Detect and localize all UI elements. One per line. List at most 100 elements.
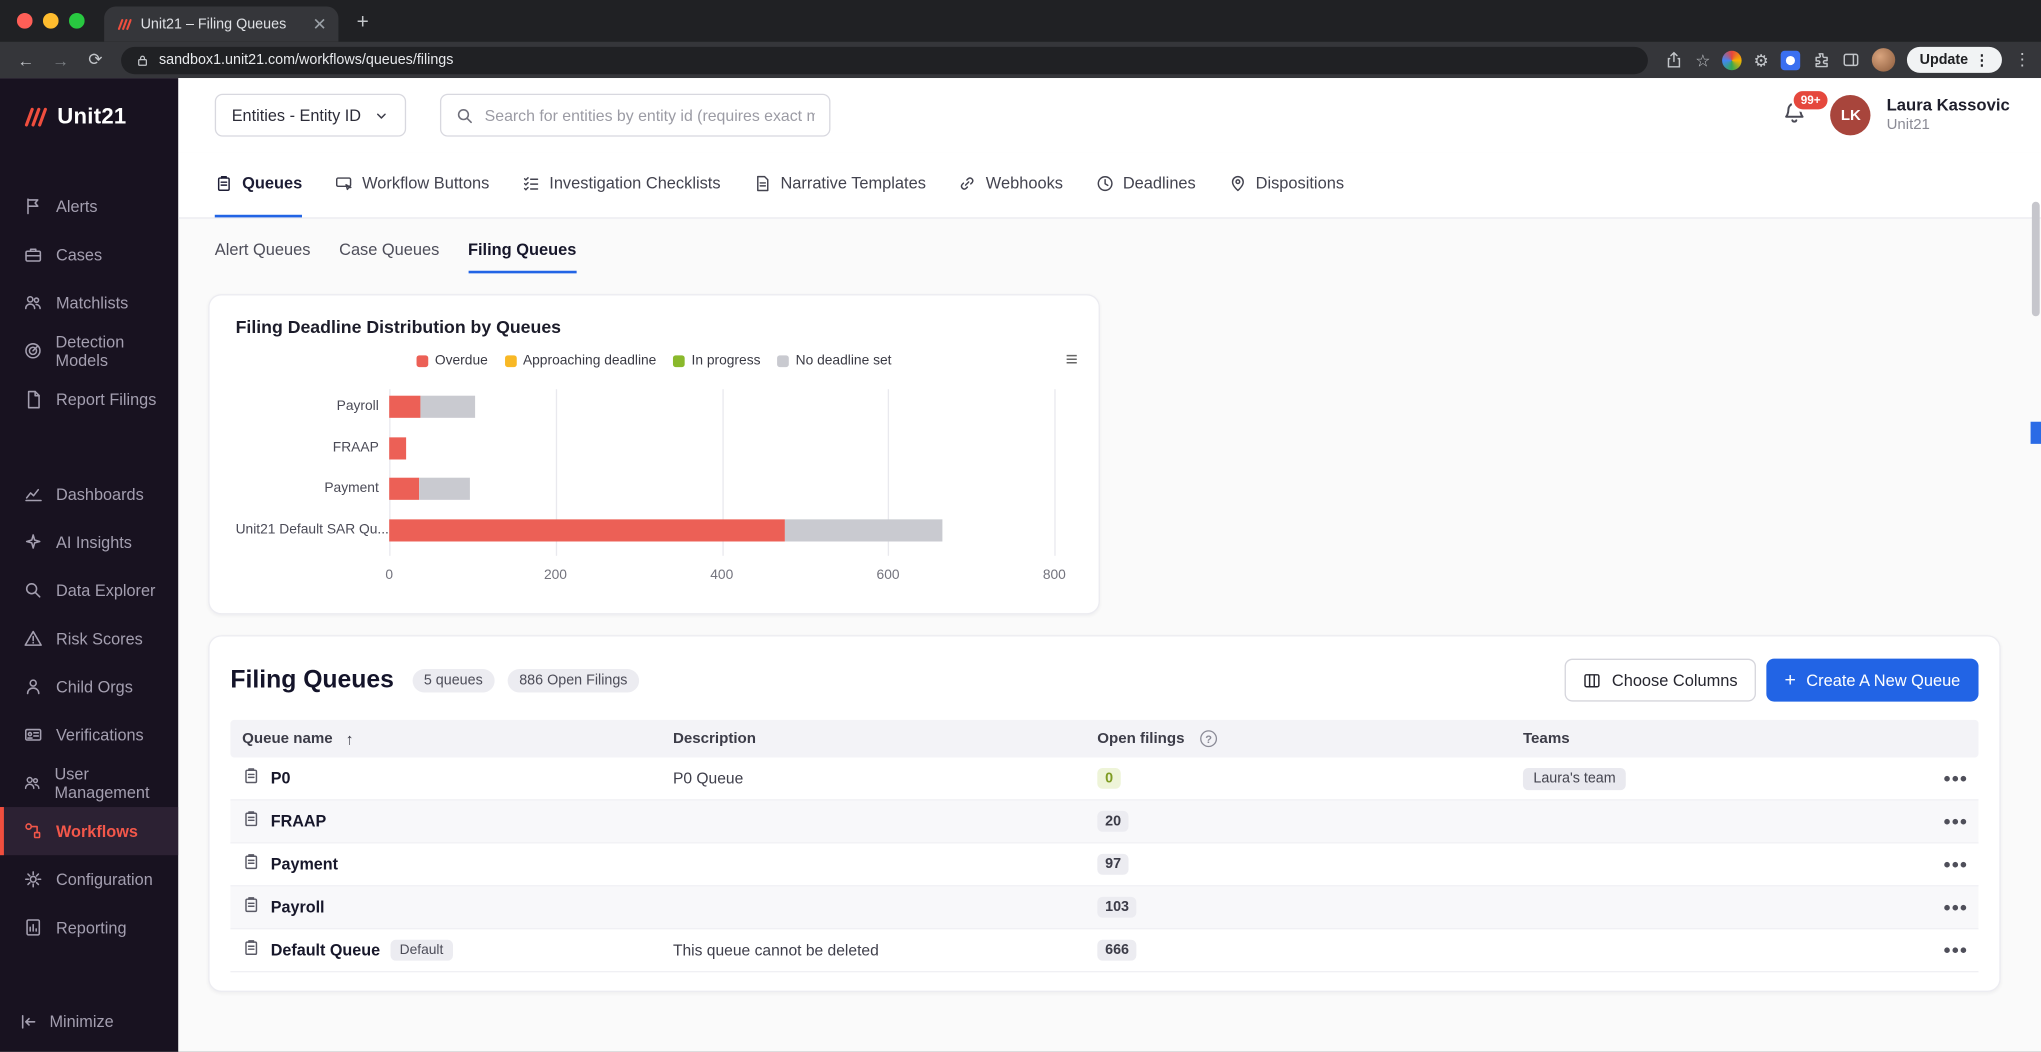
extension-gear-icon[interactable]: ⚙ [1753,50,1769,70]
share-icon[interactable] [1665,51,1683,69]
team-badge: Laura's team [1522,767,1627,790]
subtab-filing-queues[interactable]: Filing Queues [467,241,577,274]
sidebar-item-verifications[interactable]: Verifications [0,711,178,759]
url-bar[interactable]: sandbox1.unit21.com/workflows/queues/fil… [121,46,1649,74]
sidebar-item-label: AI Insights [55,533,132,552]
choose-columns-button[interactable]: Choose Columns [1565,658,1756,702]
sidebar-item-alerts[interactable]: Alerts [0,182,178,230]
sidebar-item-workflows[interactable]: Workflows [0,807,179,856]
sidebar-item-reporting[interactable]: Reporting [0,903,178,951]
sort-asc-icon[interactable]: ↑ [345,729,354,748]
clipboard-icon [245,810,258,826]
sidebar-item-dashboards[interactable]: Dashboards [0,470,178,518]
subtab-alert-queues[interactable]: Alert Queues [215,241,311,274]
tab-narrative-templates[interactable]: Narrative Templates [753,152,926,217]
deadline-chart-card: Filing Deadline Distribution by Queues ≡… [208,294,1100,615]
close-window-button[interactable] [16,13,33,29]
new-tab-button[interactable]: + [356,11,369,34]
sidebar-nav: Alerts Cases Matchlists Detection Models Rep… [0,182,179,951]
notification-badge: 99+ [1791,87,1830,112]
bookmark-star-icon[interactable]: ☆ [1695,50,1711,70]
browser-tabstrip: Unit21 – Filing Queues ✕ + [0,0,2041,42]
row-actions-button[interactable]: ••• [1943,853,1969,876]
search-input[interactable] [484,106,816,125]
bar-fraap[interactable] [389,436,1054,459]
chart-menu-icon[interactable]: ≡ [1065,348,1078,371]
users-icon [24,295,41,310]
queue-name: FRAAP [270,812,327,831]
extension-blue-icon[interactable] [1780,50,1800,70]
sidebar-item-configuration[interactable]: Configuration [0,855,178,903]
legend-item-overdue[interactable]: Overdue [416,353,488,368]
column-header-open-filings[interactable]: Open filings? [1086,730,1512,748]
unit21-logo-text: Unit21 [57,104,127,129]
back-button[interactable]: ← [17,50,35,70]
clipboard-icon [245,767,258,783]
subtab-case-queues[interactable]: Case Queues [339,241,439,274]
side-panel-icon[interactable] [1842,51,1860,69]
user-avatar[interactable]: LK [1830,95,1871,136]
queue-name: Payment [270,855,338,874]
scrollbar-marker[interactable] [2030,421,2041,444]
update-button[interactable]: Update ⋮ [1906,46,2002,73]
browser-profile-avatar[interactable] [1871,48,1895,72]
zoom-window-button[interactable] [68,13,85,29]
table-row-payment[interactable]: Payment 97 ••• [230,843,1979,887]
favicon-unit21-icon [117,18,132,30]
table-row-p0[interactable]: P0 P0 Queue 0 Laura's team ••• [230,757,1979,801]
legend-label: Approaching deadline [522,352,657,369]
row-actions-button[interactable]: ••• [1943,767,1969,790]
browser-tab[interactable]: Unit21 – Filing Queues ✕ [104,6,339,42]
tab-title: Unit21 – Filing Queues [140,16,287,32]
tab-webhooks[interactable]: Webhooks [958,152,1063,217]
table-row-default-queue[interactable]: Default Queue Default This queue cannot be… [230,929,1979,973]
legend-item-in-progress[interactable]: In progress [673,353,760,368]
sidebar-item-child-orgs[interactable]: Child Orgs [0,663,178,711]
create-queue-button[interactable]: + Create A New Queue [1766,658,1979,702]
unit21-logo[interactable]: Unit21 [0,78,178,130]
sidebar-item-detection-models[interactable]: Detection Models [0,327,178,375]
sidebar-item-matchlists[interactable]: Matchlists [0,279,178,327]
legend-item-approaching-deadline[interactable]: Approaching deadline [504,352,657,369]
update-label: Update [1919,52,1969,68]
row-actions-button[interactable]: ••• [1943,896,1969,919]
scrollbar-thumb[interactable] [2031,201,2040,317]
sidebar-item-ai-insights[interactable]: AI Insights [0,518,178,566]
tab-deadlines[interactable]: Deadlines [1096,152,1196,217]
extension-colorful-icon[interactable] [1722,50,1742,70]
help-icon[interactable]: ? [1200,730,1218,748]
tab-queues[interactable]: Queues [214,152,303,218]
column-header-teams[interactable]: Teams [1511,730,1915,747]
minimize-window-button[interactable] [42,13,59,29]
puzzle-extensions-icon[interactable] [1812,51,1830,69]
reload-button[interactable]: ⟳ [88,49,103,69]
browser-menu-icon[interactable]: ⋮ [2013,49,2031,69]
sidebar-item-report-filings[interactable]: Report Filings [0,375,178,423]
tab-investigation-checklists[interactable]: Investigation Checklists [522,152,721,217]
legend-item-no-deadline-set[interactable]: No deadline set [777,353,891,368]
entity-type-dropdown[interactable]: Entities - Entity ID [214,93,407,137]
tab-close-icon[interactable]: ✕ [312,13,327,34]
column-header-description[interactable]: Description [661,730,1085,747]
sidebar-item-cases[interactable]: Cases [0,230,178,278]
sidebar-item-user-management[interactable]: User Management [0,759,178,807]
sidebar-item-label: Child Orgs [55,677,133,696]
sidebar-item-risk-scores[interactable]: Risk Scores [0,614,178,662]
bar-payment[interactable] [389,477,1054,500]
app-header: Entities - Entity ID 99+ LK Laura Kassov… [178,78,2041,153]
column-header-queue-name[interactable]: Queue name ↑ [230,730,661,748]
url-text: sandbox1.unit21.com/workflows/queues/fil… [158,52,454,68]
forward-button[interactable]: → [52,50,70,70]
bar-unit21-default-sar-qu[interactable] [389,518,1054,541]
bar-payroll[interactable] [389,395,1054,418]
tab-dispositions[interactable]: Dispositions [1228,152,1344,217]
table-row-fraap[interactable]: FRAAP 20 ••• [230,800,1979,844]
legend-swatch [416,354,429,367]
tab-workflow-buttons[interactable]: Workflow Buttons [335,152,489,217]
notifications-button[interactable]: 99+ [1782,87,1830,131]
row-actions-button[interactable]: ••• [1943,939,1969,962]
row-actions-button[interactable]: ••• [1943,810,1969,833]
sidebar-minimize-button[interactable]: Minimize [20,1013,179,1031]
sidebar-item-data-explorer[interactable]: Data Explorer [0,566,178,614]
table-row-payroll[interactable]: Payroll 103 ••• [230,886,1979,930]
